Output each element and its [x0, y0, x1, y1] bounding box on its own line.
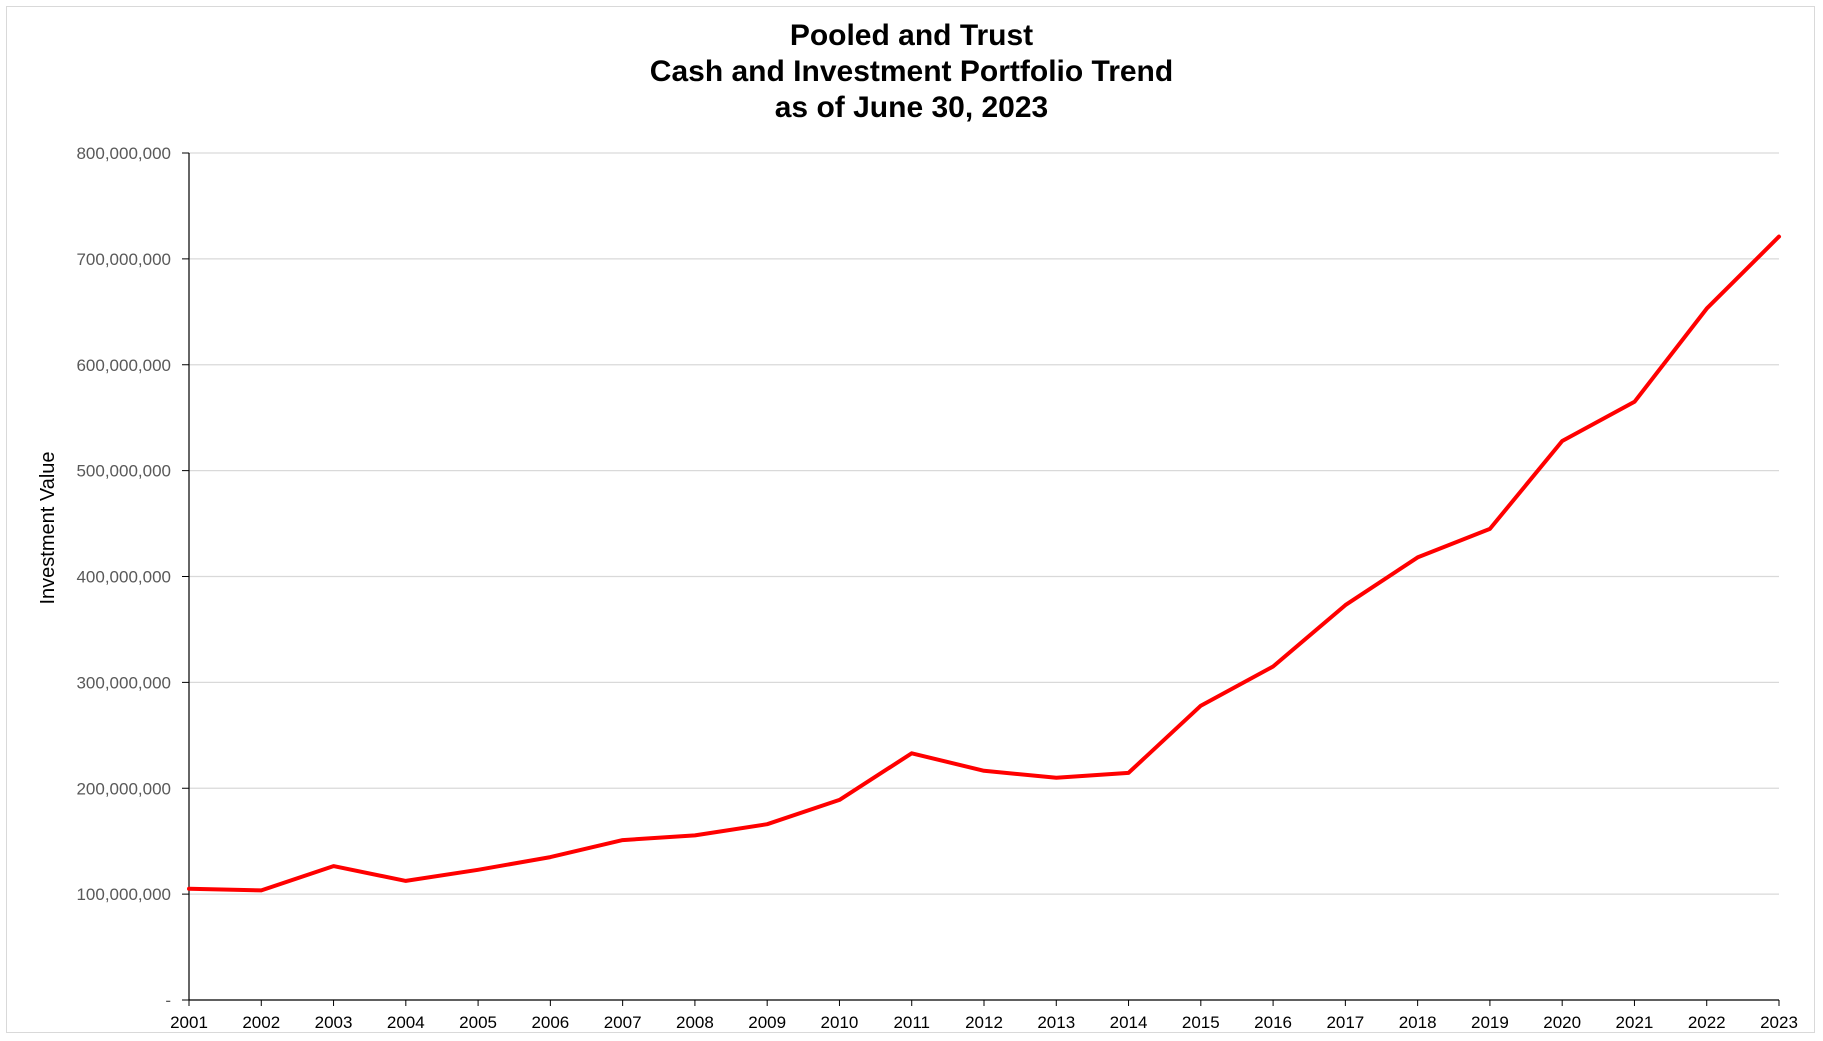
x-tick-label-2011: 2011	[893, 1013, 930, 1032]
x-tick-label-2009: 2009	[748, 1013, 786, 1032]
x-tick-label-2005: 2005	[459, 1013, 497, 1032]
x-tick-label-2006: 2006	[531, 1013, 569, 1032]
x-tick-label-2013: 2013	[1037, 1013, 1075, 1032]
x-tick-label-2022: 2022	[1688, 1013, 1726, 1032]
y-axis-label: Investment Value	[37, 451, 59, 604]
series-group	[187, 234, 1781, 893]
y-tick-label-5: 500,000,000	[76, 462, 171, 481]
x-tick-label-2014: 2014	[1110, 1013, 1148, 1032]
y-tick-labels: - 100,000,000 200,000,000 300,000,000 400,00…	[76, 144, 171, 1010]
y-tick-label-4: 400,000,000	[76, 568, 171, 587]
x-tick-label-2001: 2001	[170, 1013, 208, 1032]
x-tick-label-2023: 2023	[1760, 1013, 1798, 1032]
y-tick-label-6: 600,000,000	[76, 356, 171, 375]
chart-frame	[6, 6, 1815, 1033]
y-tick-label-2: 200,000,000	[76, 779, 171, 798]
x-tick-labels: 2001 2002 2003 2004 2005 2006 2007 2008 2009 2010…	[170, 1000, 1798, 1032]
chart-title-line-1: Pooled and Trust	[789, 19, 1034, 52]
gridlines	[182, 152, 1779, 1001]
x-tick-label-2015: 2015	[1182, 1013, 1220, 1032]
x-tick-label-2008: 2008	[676, 1013, 714, 1032]
x-tick-label-2020: 2020	[1543, 1013, 1581, 1032]
x-tick-label-2007: 2007	[604, 1013, 642, 1032]
x-tick-label-2004: 2004	[387, 1013, 425, 1032]
x-tick-label-2012: 2012	[965, 1013, 1003, 1032]
x-tick-label-2010: 2010	[821, 1013, 859, 1032]
chart-title-line-2: Cash and Investment Portfolio Trend	[649, 55, 1174, 88]
x-tick-label-2019: 2019	[1471, 1013, 1509, 1032]
y-tick-label-1: 100,000,000	[76, 885, 171, 904]
chart-title: Pooled and Trust Cash and Investment Por…	[0, 18, 1823, 126]
x-tick-label-2017: 2017	[1326, 1013, 1364, 1032]
y-tick-label-0: -	[165, 991, 171, 1010]
x-tick-label-2018: 2018	[1399, 1013, 1437, 1032]
x-tick-label-2016: 2016	[1254, 1013, 1292, 1032]
x-tick-label-2003: 2003	[315, 1013, 353, 1032]
x-tick-label-2002: 2002	[242, 1013, 280, 1032]
y-tick-label-7: 700,000,000	[76, 250, 171, 269]
x-tick-label-2021: 2021	[1616, 1013, 1654, 1032]
series-line-0	[187, 234, 1781, 893]
chart-title-line-3: as of June 30, 2023	[774, 91, 1049, 124]
y-tick-label-8: 800,000,000	[76, 144, 171, 163]
y-tick-label-3: 300,000,000	[76, 673, 171, 692]
